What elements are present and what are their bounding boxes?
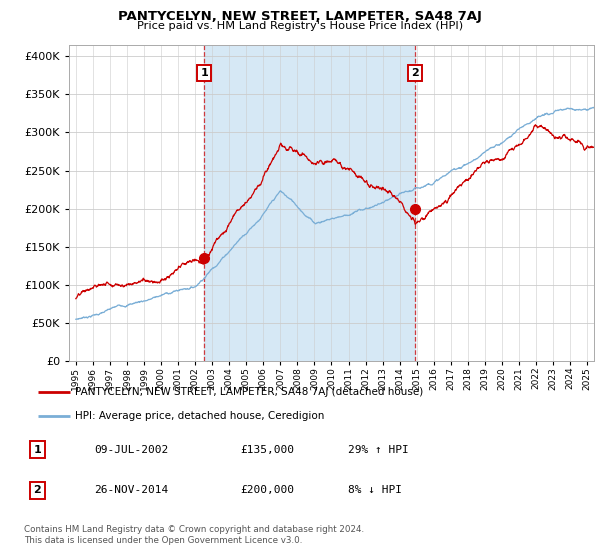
Text: PANTYCELYN, NEW STREET, LAMPETER, SA48 7AJ: PANTYCELYN, NEW STREET, LAMPETER, SA48 7… xyxy=(118,10,482,22)
Text: HPI: Average price, detached house, Ceredigion: HPI: Average price, detached house, Cere… xyxy=(76,411,325,421)
Text: £135,000: £135,000 xyxy=(240,445,294,455)
Bar xyxy=(204,45,415,361)
Text: 2: 2 xyxy=(411,68,419,78)
Text: 1: 1 xyxy=(200,68,208,78)
Text: 1: 1 xyxy=(34,445,41,455)
Text: 09-JUL-2002: 09-JUL-2002 xyxy=(94,445,169,455)
Text: 2: 2 xyxy=(34,486,41,496)
Text: 8% ↓ HPI: 8% ↓ HPI xyxy=(348,486,402,496)
Text: £200,000: £200,000 xyxy=(240,486,294,496)
Text: PANTYCELYN, NEW STREET, LAMPETER, SA48 7AJ (detached house): PANTYCELYN, NEW STREET, LAMPETER, SA48 7… xyxy=(76,386,424,396)
Text: 26-NOV-2014: 26-NOV-2014 xyxy=(94,486,169,496)
Text: Contains HM Land Registry data © Crown copyright and database right 2024.
This d: Contains HM Land Registry data © Crown c… xyxy=(24,525,364,545)
Text: 29% ↑ HPI: 29% ↑ HPI xyxy=(348,445,409,455)
Text: Price paid vs. HM Land Registry's House Price Index (HPI): Price paid vs. HM Land Registry's House … xyxy=(137,21,463,31)
